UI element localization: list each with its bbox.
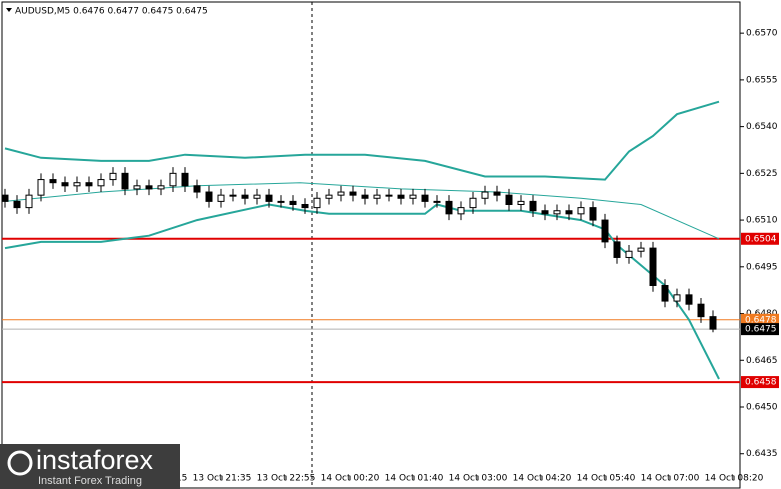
candle-body (373, 194, 381, 199)
y-tick-label: 0.6525 (746, 169, 778, 179)
candle-body (517, 200, 525, 205)
candle-body (229, 194, 237, 197)
candle-body (385, 194, 393, 197)
candle-body (49, 179, 57, 184)
candle-body (37, 179, 45, 196)
candle-body (97, 179, 105, 187)
x-tick-label: 14 Oct 03:00 (449, 474, 508, 484)
x-tick-label: 14 Oct 00:20 (321, 474, 380, 484)
band-line (4, 203, 720, 380)
logo-name: instaforex (36, 445, 154, 475)
candle-body (697, 303, 705, 318)
candle-body (277, 200, 285, 203)
candle-body (409, 194, 417, 199)
plot-frame (1, 1, 741, 489)
candle-body (1, 194, 9, 202)
candle-body (325, 194, 333, 199)
candle-body (73, 182, 81, 187)
y-tick-label: 0.6465 (746, 356, 778, 366)
level-label: 0.6458 (745, 378, 777, 388)
candle-body (685, 294, 693, 305)
y-tick-label: 0.6450 (746, 403, 778, 413)
candle-body (577, 207, 585, 215)
plot-layer: 0.6570 0.6555 0.6540 0.6525 0.6510 0.6495 0.64… (1, 29, 779, 484)
band-line (4, 100, 720, 181)
candle-body (625, 250, 633, 258)
candle-body (421, 194, 429, 202)
y-tick-label: 0.6555 (746, 75, 778, 85)
candle-body (349, 191, 357, 196)
candle-body (13, 200, 21, 209)
candle-body (613, 241, 621, 258)
candle-body (145, 185, 153, 190)
candle-body (241, 194, 249, 199)
candle-body (457, 207, 465, 215)
candle-body (433, 200, 441, 203)
y-tick-label: 0.6540 (746, 122, 778, 132)
x-tick-label: 14 Oct 05:40 (577, 474, 636, 484)
candle-body (85, 182, 93, 187)
candle-body (397, 194, 405, 199)
candle-body (181, 172, 189, 187)
title-icon (6, 8, 12, 12)
candle-body (301, 204, 309, 209)
level-label: 0.6475 (745, 325, 777, 335)
candle-body (493, 191, 501, 196)
candle-body (361, 194, 369, 199)
candle-body (553, 210, 561, 215)
level-label-box (741, 313, 779, 326)
candle-body (589, 207, 597, 221)
candle-body (541, 210, 549, 215)
logo-icon (7, 450, 33, 476)
x-tick-label: 13 Oct 22:55 (257, 474, 316, 484)
x-tick-label: 14 Oct 01:40 (385, 474, 444, 484)
logo-tagline: Instant Forex Trading (38, 475, 142, 487)
candle-body (133, 185, 141, 190)
candle-body (565, 210, 573, 215)
y-tick-label: 0.6510 (746, 216, 778, 226)
level-label-box (741, 376, 779, 389)
level-label-box (741, 232, 779, 245)
candle-body (709, 316, 717, 330)
candle-body (289, 200, 297, 205)
x-tick-label: 14 Oct 04:20 (513, 474, 572, 484)
candle-body (649, 247, 657, 287)
candle-body (205, 191, 213, 202)
x-tick-label: 14 Oct 08:20 (705, 474, 764, 484)
level-label: 0.6504 (745, 234, 777, 244)
candle-body (313, 197, 321, 209)
candle-body (445, 200, 453, 215)
candle-body (637, 247, 645, 252)
y-tick-label: 0.6570 (746, 29, 778, 39)
y-tick-label: 0.6435 (746, 449, 778, 459)
x-tick-label: 13 Oct 21:35 (193, 474, 252, 484)
candle-body (25, 194, 33, 209)
candle-body (61, 182, 69, 187)
candle-body (121, 172, 129, 190)
level-label: 0.6478 (745, 315, 777, 325)
chart-title: AUDUSD,M5 0.6476 0.6477 0.6475 0.6475 (15, 7, 208, 17)
candle-body (469, 197, 477, 209)
candle-body (601, 219, 609, 243)
candle-body (253, 194, 261, 199)
candle-body (337, 191, 345, 196)
candle-body (217, 194, 225, 202)
y-tick-label: 0.6495 (746, 262, 778, 272)
candle-body (505, 194, 513, 205)
candle-body (481, 191, 489, 199)
candle-body (265, 194, 273, 202)
band-line (4, 182, 720, 240)
candle-body (157, 185, 165, 190)
candle-body (661, 285, 669, 302)
x-tick-label: 14 Oct 07:00 (641, 474, 700, 484)
logo: instaforex Instant Forex Trading (0, 444, 180, 489)
candle-body (109, 172, 117, 181)
candle-body (529, 200, 537, 212)
candle-body (169, 172, 177, 187)
level-label-box (741, 323, 779, 336)
candle-body (673, 294, 681, 302)
candle-body (193, 185, 201, 193)
